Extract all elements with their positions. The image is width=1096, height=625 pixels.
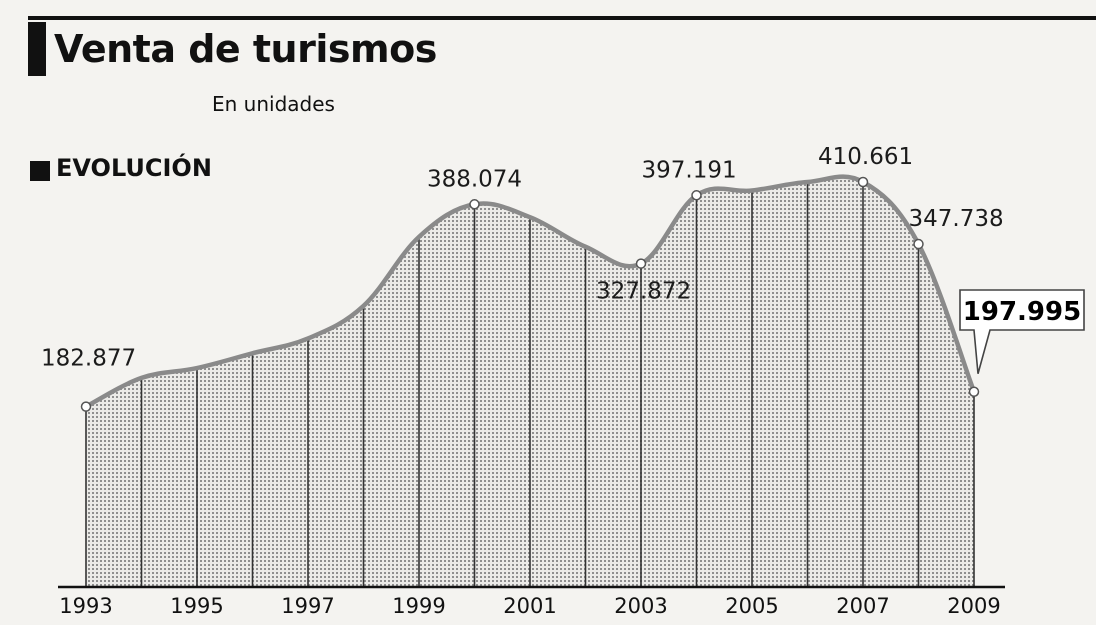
x-tick-label-2005: 2005: [725, 594, 778, 618]
value-label-2004: 397.191: [642, 157, 737, 183]
x-tick-label-1993: 1993: [59, 594, 112, 618]
data-point-2004: [691, 190, 702, 201]
x-tick-label-2007: 2007: [836, 594, 889, 618]
data-point-1993: [80, 401, 92, 412]
x-tick-label-1995: 1995: [170, 594, 223, 618]
x-tick-label-2003: 2003: [614, 594, 667, 618]
section-title: EVOLUCIÓN: [56, 154, 212, 182]
data-point-2007: [857, 176, 869, 188]
data-point-2003: [635, 258, 647, 269]
data-point-2000: [469, 199, 480, 210]
title-accent-bar: [28, 22, 46, 76]
chart-title: Venta de turismos: [54, 27, 437, 71]
value-label-2003: 327.872: [596, 279, 691, 305]
x-tick-label-2001: 2001: [503, 594, 556, 618]
data-point-2009: [968, 386, 980, 397]
value-label-1993: 182.877: [41, 346, 136, 372]
highlight-value-label: 197.995: [963, 297, 1081, 327]
section-bullet-icon: [30, 161, 50, 181]
series-line: [84, 174, 977, 409]
data-point-2008: [913, 238, 924, 250]
value-label-2007: 410.661: [818, 144, 913, 170]
value-label-2008: 347.738: [909, 206, 1004, 232]
chart-subtitle: En unidades: [212, 92, 335, 116]
x-tick-label-1999: 1999: [392, 594, 445, 618]
highlight-callout-box: [959, 289, 1085, 374]
x-tick-label-2009: 2009: [947, 594, 1000, 618]
value-label-2000: 388.074: [427, 166, 522, 192]
x-tick-label-1997: 1997: [281, 594, 334, 618]
top-rule: [28, 16, 1096, 20]
